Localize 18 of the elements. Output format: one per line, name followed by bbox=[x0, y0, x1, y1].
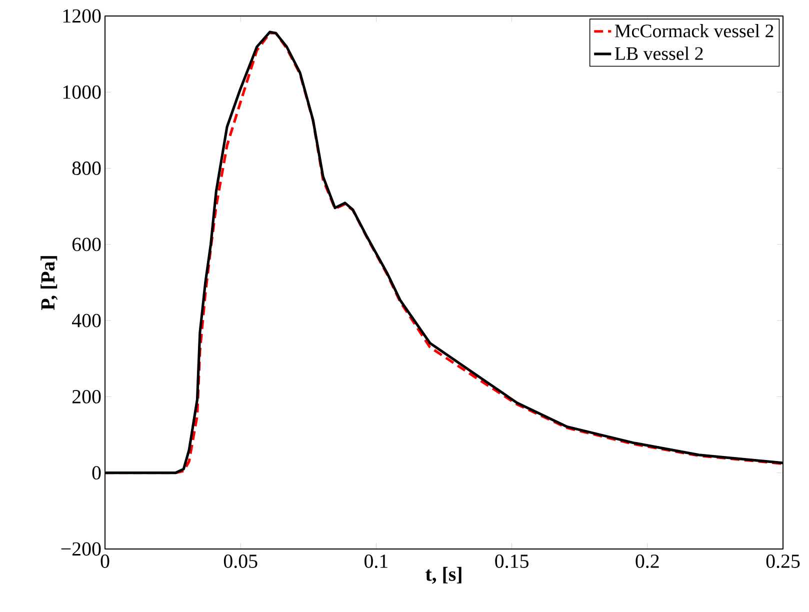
legend-label: McCormack vessel 2 bbox=[614, 24, 774, 38]
x-tick-label: 0.05 bbox=[224, 554, 258, 568]
y-tick-label: 800 bbox=[72, 162, 101, 175]
y-tick-label: −200 bbox=[61, 542, 101, 556]
x-tick-label: 0.1 bbox=[364, 554, 388, 568]
y-axis-title: P, [Pa] bbox=[40, 256, 58, 310]
x-axis-title: t, [s] bbox=[426, 566, 462, 584]
y-tick-label: 400 bbox=[72, 314, 101, 328]
x-tick-label: 0 bbox=[100, 554, 110, 568]
x-tick-label: 0.15 bbox=[495, 554, 528, 568]
y-tick-label: 1200 bbox=[63, 9, 101, 23]
legend-label: LB vessel 2 bbox=[614, 46, 703, 60]
y-tick-label: 1000 bbox=[63, 85, 101, 99]
x-tick-label: 0.25 bbox=[766, 554, 800, 568]
y-tick-label: 0 bbox=[92, 466, 101, 480]
y-tick-label: 200 bbox=[72, 390, 101, 404]
x-tick-label: 0.2 bbox=[636, 554, 659, 568]
y-tick-label: 600 bbox=[72, 238, 101, 252]
